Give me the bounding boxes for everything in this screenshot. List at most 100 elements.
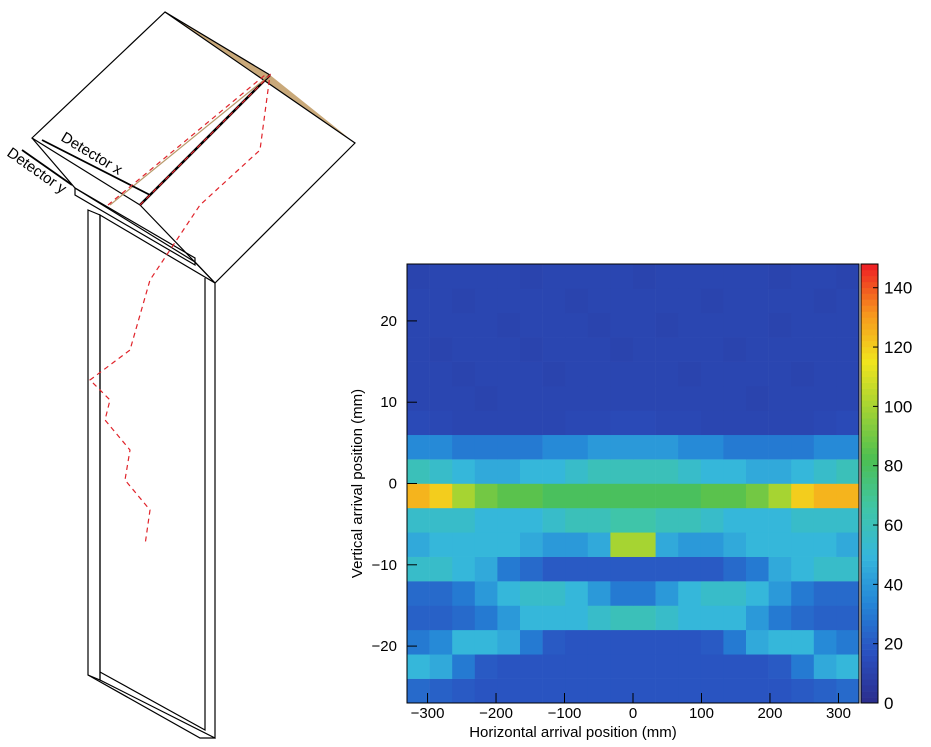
cell bbox=[587, 312, 611, 338]
cell bbox=[474, 385, 498, 411]
cell bbox=[791, 556, 815, 582]
cell bbox=[633, 459, 656, 484]
y-tick-label: −10 bbox=[372, 557, 397, 574]
cell bbox=[655, 605, 679, 631]
cell bbox=[836, 556, 860, 582]
cell bbox=[452, 312, 476, 338]
cell bbox=[746, 483, 769, 509]
colorbar-step bbox=[861, 299, 878, 306]
cell bbox=[791, 678, 815, 704]
cell bbox=[610, 556, 634, 582]
cell bbox=[587, 678, 611, 704]
cell bbox=[474, 678, 498, 704]
cell bbox=[542, 459, 566, 484]
cell bbox=[429, 556, 453, 582]
cell bbox=[678, 312, 702, 338]
cell bbox=[678, 434, 702, 460]
detector-diagram bbox=[21, 11, 356, 739]
cell bbox=[700, 410, 724, 436]
cell bbox=[836, 629, 860, 655]
colorbar-step bbox=[861, 590, 878, 597]
cell bbox=[520, 410, 543, 436]
cell bbox=[633, 581, 656, 606]
colorbar-step bbox=[861, 525, 878, 532]
cell bbox=[587, 337, 611, 362]
cell bbox=[565, 264, 589, 289]
colorbar-step bbox=[861, 459, 878, 467]
cell bbox=[791, 605, 815, 631]
bar-bottom bbox=[87, 674, 215, 739]
cell bbox=[429, 312, 453, 338]
cell bbox=[520, 605, 543, 631]
cell bbox=[565, 459, 589, 484]
cell bbox=[746, 654, 769, 679]
cell bbox=[678, 507, 702, 533]
cell bbox=[836, 312, 860, 338]
cell bbox=[520, 288, 543, 314]
cell bbox=[633, 532, 656, 557]
cell bbox=[836, 337, 860, 362]
x-tick-label: 0 bbox=[629, 705, 637, 722]
cell bbox=[497, 410, 521, 436]
colorbar-tick-label: 140 bbox=[884, 279, 912, 298]
cell bbox=[813, 434, 837, 460]
cell bbox=[655, 678, 679, 704]
colorbar-step bbox=[861, 507, 878, 514]
cell bbox=[791, 434, 815, 460]
cell bbox=[429, 385, 453, 411]
cell bbox=[610, 605, 634, 631]
cell bbox=[633, 678, 656, 704]
cell bbox=[587, 410, 611, 436]
colorbar-step bbox=[861, 584, 878, 591]
cell bbox=[429, 483, 453, 509]
y-tick-label: 0 bbox=[389, 476, 397, 493]
cell bbox=[497, 678, 521, 704]
cell bbox=[610, 434, 634, 460]
cell bbox=[723, 312, 747, 338]
cell bbox=[678, 532, 702, 557]
cell bbox=[655, 532, 679, 557]
cell bbox=[497, 264, 521, 289]
cell bbox=[542, 483, 566, 509]
cell bbox=[429, 337, 453, 362]
cell bbox=[542, 556, 566, 582]
cell bbox=[407, 459, 430, 484]
cell bbox=[565, 385, 589, 411]
cell bbox=[497, 532, 521, 557]
cell bbox=[655, 556, 679, 582]
cell bbox=[813, 288, 837, 314]
cell bbox=[678, 264, 702, 289]
cell bbox=[407, 581, 430, 606]
cell bbox=[565, 556, 589, 582]
cell bbox=[768, 581, 792, 606]
x-tick-label: −200 bbox=[479, 705, 513, 722]
y-tick-label: 10 bbox=[380, 394, 397, 411]
x-tick-label: −300 bbox=[411, 705, 445, 722]
cell bbox=[474, 629, 498, 655]
cell bbox=[542, 581, 566, 606]
cell bbox=[678, 288, 702, 314]
cell bbox=[497, 361, 521, 387]
cell bbox=[655, 288, 679, 314]
cell bbox=[542, 532, 566, 557]
colorbar-step bbox=[861, 400, 878, 407]
cell bbox=[587, 581, 611, 606]
cell bbox=[610, 654, 634, 679]
cell bbox=[791, 532, 815, 557]
cell bbox=[542, 654, 566, 679]
colorbar-step bbox=[861, 264, 878, 271]
cell bbox=[746, 385, 769, 411]
colorbar-step bbox=[861, 625, 878, 633]
cell bbox=[542, 337, 566, 362]
cell bbox=[452, 361, 476, 387]
cell bbox=[836, 264, 860, 289]
cell bbox=[723, 532, 747, 557]
cell bbox=[768, 459, 792, 484]
cell bbox=[723, 483, 747, 509]
colorbar-step bbox=[861, 471, 878, 478]
cell bbox=[768, 385, 792, 411]
cell bbox=[633, 288, 656, 314]
cell bbox=[633, 434, 656, 460]
cell bbox=[474, 459, 498, 484]
cell bbox=[746, 312, 769, 338]
